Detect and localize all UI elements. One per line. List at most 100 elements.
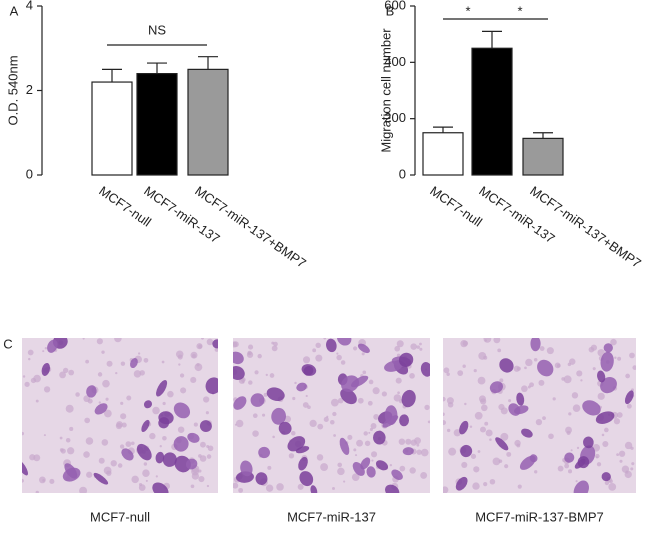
speck — [478, 351, 487, 360]
speck — [177, 426, 185, 433]
cell — [174, 455, 191, 473]
speck — [133, 370, 142, 378]
speck — [538, 379, 545, 386]
cell — [455, 476, 468, 491]
speck — [489, 438, 492, 441]
speck — [580, 379, 583, 382]
speck — [590, 344, 598, 351]
speck — [198, 469, 202, 473]
speck — [576, 370, 583, 377]
bar — [91, 81, 133, 176]
cell — [597, 370, 606, 383]
speck — [323, 338, 327, 340]
cell — [391, 469, 403, 480]
cell — [624, 390, 634, 405]
speck — [201, 338, 204, 340]
cell — [152, 482, 169, 493]
cell — [459, 420, 469, 435]
cell — [93, 472, 109, 485]
cell — [187, 432, 200, 443]
speck — [234, 423, 237, 426]
speck — [138, 484, 146, 491]
speck — [192, 354, 196, 358]
speck — [424, 404, 430, 411]
bar — [187, 68, 229, 176]
cell — [385, 484, 400, 493]
speck — [115, 422, 123, 430]
speck — [608, 483, 617, 491]
speck — [337, 467, 345, 476]
speck — [320, 463, 329, 471]
speck — [566, 430, 571, 435]
caption: MCF7-null — [90, 509, 150, 524]
cell — [173, 402, 191, 419]
cells — [22, 338, 218, 493]
cell — [375, 460, 389, 471]
speck — [416, 345, 420, 349]
cell — [401, 389, 416, 408]
speck — [24, 381, 30, 387]
speck — [265, 484, 274, 492]
speck — [625, 373, 630, 379]
speck — [563, 375, 572, 384]
speck — [462, 364, 466, 368]
speck — [120, 401, 124, 405]
speck — [630, 446, 634, 450]
speck — [305, 394, 308, 398]
speck — [142, 469, 150, 477]
cell — [41, 362, 51, 376]
speck — [175, 350, 184, 358]
cells — [443, 338, 636, 493]
speck — [235, 419, 244, 428]
speck — [443, 486, 449, 493]
speck — [568, 469, 573, 474]
speck — [145, 479, 148, 482]
speck — [469, 425, 473, 428]
speck — [294, 381, 297, 385]
cell — [537, 359, 554, 377]
speck — [159, 445, 162, 448]
speck — [604, 427, 609, 433]
speck — [101, 350, 105, 354]
cell — [301, 364, 317, 376]
speck — [257, 353, 262, 359]
speck — [206, 454, 212, 459]
speck — [601, 433, 605, 437]
speck — [420, 471, 428, 479]
y-tick-label: 200 — [384, 110, 406, 125]
cell — [499, 358, 514, 373]
speck — [548, 433, 554, 440]
speck — [416, 449, 422, 455]
speck — [517, 484, 522, 489]
speck — [571, 392, 579, 399]
cell — [384, 360, 403, 372]
speck — [323, 416, 329, 422]
speck — [473, 368, 477, 373]
speck — [332, 487, 335, 490]
speck — [521, 385, 528, 393]
speck — [472, 482, 480, 490]
cell — [373, 430, 386, 445]
speck — [557, 465, 564, 472]
speck — [596, 462, 602, 467]
cell — [341, 375, 360, 392]
speck — [483, 482, 488, 487]
cell — [601, 472, 611, 482]
speck — [556, 363, 561, 368]
cell — [420, 362, 430, 377]
speck — [42, 350, 45, 353]
cell — [460, 444, 473, 458]
cell — [141, 419, 150, 433]
cell — [62, 467, 81, 482]
cell — [287, 436, 306, 452]
speck — [309, 419, 317, 428]
speck — [39, 476, 46, 484]
speck — [613, 418, 621, 425]
speck — [533, 357, 538, 362]
speck — [410, 343, 417, 350]
speck — [263, 392, 268, 397]
cell — [271, 407, 286, 425]
speck — [602, 440, 609, 448]
speck — [381, 391, 387, 397]
speck — [460, 340, 468, 348]
